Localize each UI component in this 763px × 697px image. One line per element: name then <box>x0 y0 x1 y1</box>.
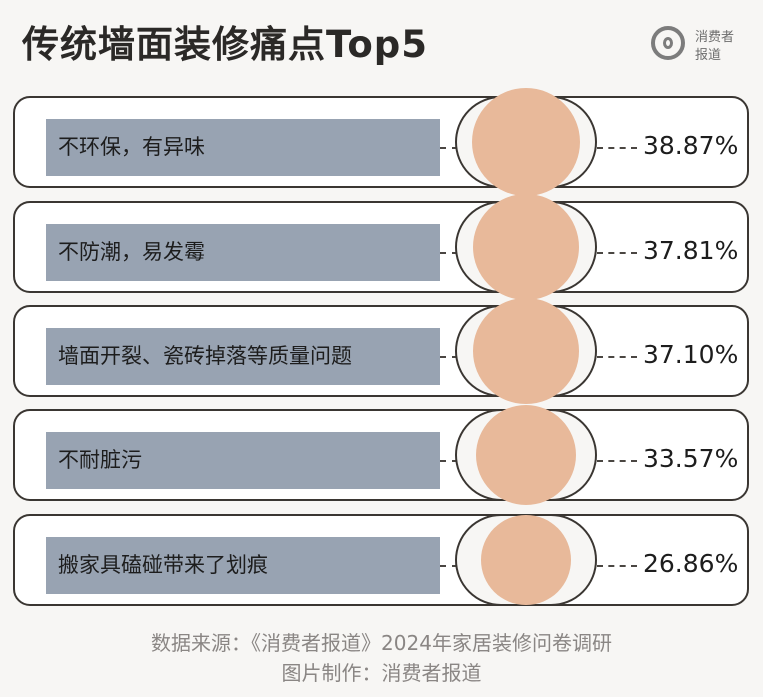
value-circle <box>472 88 580 196</box>
category-label: 不环保，有异味 <box>58 135 205 159</box>
source-note: 数据来源：《消费者报道》2024年家居装修问卷调研 <box>151 631 612 655</box>
value-circle <box>481 515 571 605</box>
category-bar: 墙面开裂、瓷砖掉落等质量问题 <box>46 328 440 385</box>
chart-row: 搬家具磕碰带来了划痕 26.86% <box>13 514 749 606</box>
value-label: 37.81% <box>643 236 739 265</box>
dashed-connector <box>597 460 637 462</box>
footer: 数据来源：《消费者报道》2024年家居装修问卷调研 图片制作：消费者报道 <box>0 628 763 688</box>
logo-text-line2: 报道 <box>695 48 722 63</box>
brand-logo: 消费者 报道 <box>651 24 751 70</box>
chart-row: 墙面开裂、瓷砖掉落等质量问题 37.10% <box>13 298 749 404</box>
value-label: 33.57% <box>643 444 739 473</box>
category-label: 不防潮，易发霉 <box>58 240 205 264</box>
dashed-connector <box>440 356 458 358</box>
category-label: 墙面开裂、瓷砖掉落等质量问题 <box>58 344 352 368</box>
chart-row: 不环保，有异味 38.87% <box>13 88 749 196</box>
dashed-connector <box>597 356 637 358</box>
value-label: 26.86% <box>643 549 739 578</box>
logo-text-line1: 消费者 <box>695 30 735 45</box>
chart-row: 不耐脏污 33.57% <box>13 404 749 506</box>
dashed-connector <box>440 252 458 254</box>
category-bar: 不耐脏污 <box>46 432 440 489</box>
value-circle <box>475 404 577 506</box>
chart-row: 不防潮，易发霉 37.81% <box>13 193 749 301</box>
value-label: 38.87% <box>643 131 739 160</box>
credit-note: 图片制作：消费者报道 <box>281 661 482 685</box>
dashed-connector <box>597 147 637 149</box>
logo-icon <box>651 26 685 60</box>
category-bar: 不防潮，易发霉 <box>46 224 440 281</box>
category-label: 不耐脏污 <box>58 448 142 472</box>
value-circle <box>473 298 579 404</box>
dashed-connector <box>597 565 637 567</box>
dashed-connector <box>440 147 458 149</box>
category-bar: 搬家具磕碰带来了划痕 <box>46 537 440 594</box>
dashed-connector <box>440 565 458 567</box>
dashed-connector <box>440 460 458 462</box>
value-circle <box>472 193 580 301</box>
category-label: 搬家具磕碰带来了划痕 <box>58 553 268 577</box>
category-bar: 不环保，有异味 <box>46 119 440 176</box>
dashed-connector <box>597 252 637 254</box>
value-label: 37.10% <box>643 340 739 369</box>
chart-title: 传统墙面装修痛点Top5 <box>22 23 428 66</box>
